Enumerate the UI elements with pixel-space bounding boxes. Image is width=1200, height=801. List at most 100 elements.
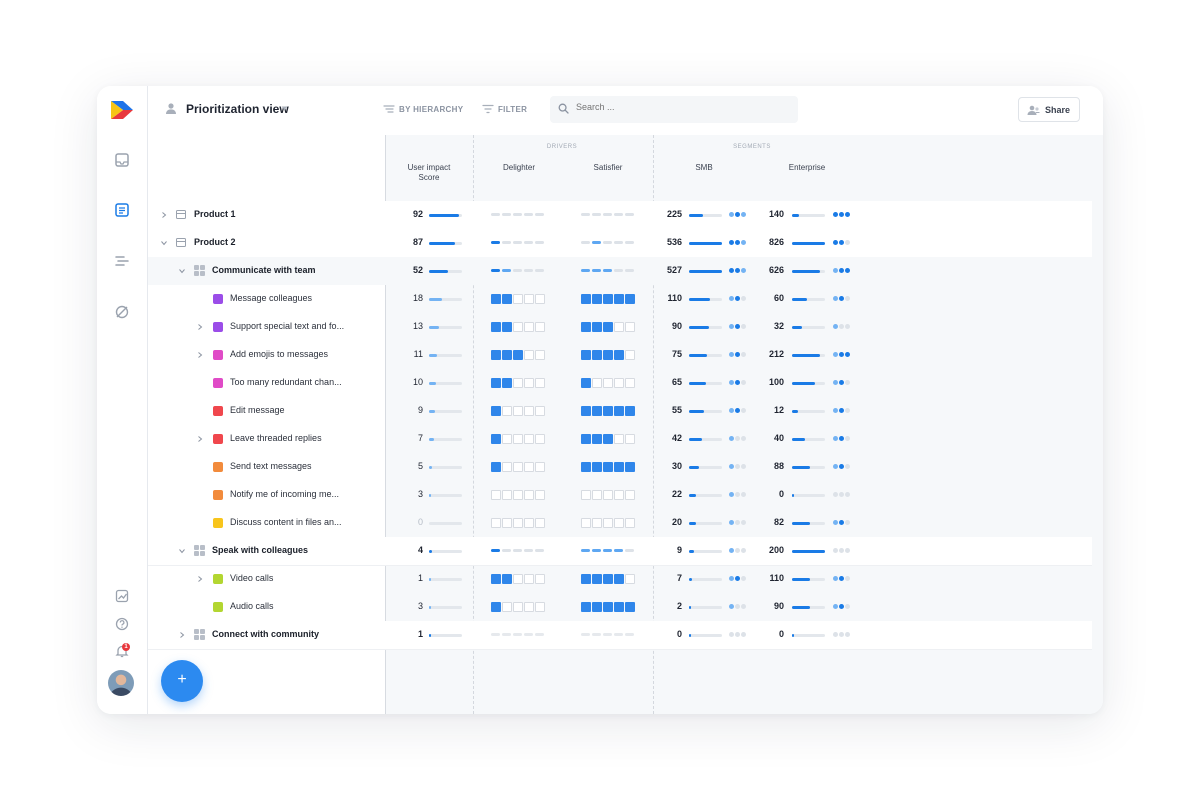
- satisfier-rating[interactable]: [581, 269, 637, 272]
- delighter-rating[interactable]: [491, 350, 547, 360]
- chevron-right-icon[interactable]: [197, 352, 203, 358]
- smb-bar-fill: [689, 214, 703, 217]
- by-hierarchy-button[interactable]: BY HIERARCHY: [399, 105, 464, 114]
- roadmap-icon[interactable]: [114, 253, 130, 269]
- enterprise-value: 32: [773, 321, 784, 331]
- delighter-rating[interactable]: [491, 406, 547, 416]
- satisfier-rating[interactable]: [581, 294, 637, 304]
- delighter-rating[interactable]: [491, 633, 547, 636]
- driver-box: [502, 518, 512, 528]
- user-impact-header[interactable]: User impact Score: [397, 163, 461, 183]
- satisfier-rating[interactable]: [581, 490, 637, 500]
- row-label[interactable]: Product 2: [194, 237, 236, 247]
- chevron-down-icon[interactable]: [179, 548, 185, 554]
- chevron-right-icon[interactable]: [197, 324, 203, 330]
- delighter-rating[interactable]: [491, 322, 547, 332]
- driver-box: [535, 406, 545, 416]
- filter-icon[interactable]: [482, 103, 494, 115]
- row-label[interactable]: Message colleagues: [230, 293, 313, 303]
- driver-box: [603, 434, 613, 444]
- view-title[interactable]: Prioritization view: [186, 102, 289, 116]
- delighter-rating[interactable]: [491, 213, 547, 216]
- satisfier-rating[interactable]: [581, 322, 637, 332]
- satisfier-rating[interactable]: [581, 378, 637, 388]
- inbox-icon[interactable]: [114, 152, 130, 168]
- enterprise-dots: [833, 324, 853, 330]
- delighter-rating[interactable]: [491, 490, 547, 500]
- row-label[interactable]: Too many redundant chan...: [230, 377, 342, 387]
- impact-score: 5: [417, 461, 423, 471]
- chart-icon[interactable]: [114, 588, 130, 604]
- enterprise-bar-fill: [792, 298, 807, 301]
- delighter-header[interactable]: Delighter: [502, 163, 535, 172]
- delighter-rating[interactable]: [491, 241, 547, 244]
- impact-score: 9: [417, 405, 423, 415]
- chevron-right-icon[interactable]: [179, 632, 185, 638]
- row-label[interactable]: Add emojis to messages: [230, 349, 329, 359]
- impact-bar: [429, 270, 462, 273]
- driver-dash: [491, 633, 500, 636]
- satisfier-rating[interactable]: [581, 462, 637, 472]
- satisfier-rating[interactable]: [581, 574, 637, 584]
- add-button[interactable]: +: [161, 660, 203, 702]
- caret-down-icon[interactable]: [281, 106, 288, 111]
- share-button[interactable]: Share: [1018, 97, 1080, 122]
- search-input[interactable]: [576, 102, 776, 112]
- row-label[interactable]: Edit message: [230, 405, 285, 415]
- smb-value: 55: [671, 405, 682, 415]
- row-label[interactable]: Notify me of incoming me...: [230, 489, 340, 499]
- chevron-down-icon[interactable]: [179, 268, 185, 274]
- delighter-rating[interactable]: [491, 462, 547, 472]
- satisfier-rating[interactable]: [581, 350, 637, 360]
- delighter-rating[interactable]: [491, 269, 547, 272]
- enterprise-bar: [792, 298, 825, 301]
- row-label[interactable]: Leave threaded replies: [230, 433, 322, 443]
- app-logo: [111, 101, 133, 119]
- row-label[interactable]: Connect with community: [212, 629, 320, 639]
- help-icon[interactable]: [114, 616, 130, 632]
- row-label[interactable]: Support special text and fo...: [230, 321, 345, 331]
- row-label[interactable]: Communicate with team: [212, 265, 316, 275]
- delighter-rating[interactable]: [491, 294, 547, 304]
- hierarchy-icon[interactable]: [383, 103, 395, 115]
- delighter-rating[interactable]: [491, 549, 547, 552]
- smb-header[interactable]: SMB: [695, 163, 713, 172]
- dot: [833, 520, 838, 525]
- satisfier-rating[interactable]: [581, 633, 637, 636]
- satisfier-rating[interactable]: [581, 241, 637, 244]
- delighter-rating[interactable]: [491, 574, 547, 584]
- enterprise-bar-fill: [792, 382, 816, 385]
- delighter-rating[interactable]: [491, 378, 547, 388]
- enterprise-value: 90: [773, 601, 784, 611]
- search-box[interactable]: [550, 96, 798, 123]
- satisfier-header[interactable]: Satisfier: [593, 163, 623, 172]
- chevron-right-icon[interactable]: [161, 212, 167, 218]
- filter-button[interactable]: FILTER: [498, 105, 528, 114]
- enterprise-header[interactable]: Enterprise: [788, 163, 826, 172]
- satisfier-rating[interactable]: [581, 602, 637, 612]
- delighter-rating[interactable]: [491, 518, 547, 528]
- row-label[interactable]: Send text messages: [230, 461, 312, 471]
- row-label[interactable]: Discuss content in files an...: [230, 517, 342, 527]
- satisfier-rating[interactable]: [581, 434, 637, 444]
- satisfier-rating[interactable]: [581, 518, 637, 528]
- driver-box: [502, 294, 512, 304]
- row-label[interactable]: Video calls: [230, 573, 274, 583]
- impact-bar-fill: [429, 354, 438, 357]
- user-avatar[interactable]: [108, 670, 134, 696]
- row-label[interactable]: Speak with colleagues: [212, 545, 309, 555]
- insights-icon[interactable]: [114, 304, 130, 320]
- row-label[interactable]: Audio calls: [230, 601, 274, 611]
- satisfier-rating[interactable]: [581, 406, 637, 416]
- satisfier-rating[interactable]: [581, 213, 637, 216]
- delighter-rating[interactable]: [491, 434, 547, 444]
- delighter-rating[interactable]: [491, 602, 547, 612]
- document-icon[interactable]: [114, 202, 130, 218]
- chevron-right-icon[interactable]: [197, 576, 203, 582]
- chevron-right-icon[interactable]: [197, 436, 203, 442]
- satisfier-rating[interactable]: [581, 549, 637, 552]
- row-label[interactable]: Product 1: [194, 209, 236, 219]
- driver-box: [502, 434, 512, 444]
- driver-box: [625, 294, 635, 304]
- chevron-down-icon[interactable]: [161, 240, 167, 246]
